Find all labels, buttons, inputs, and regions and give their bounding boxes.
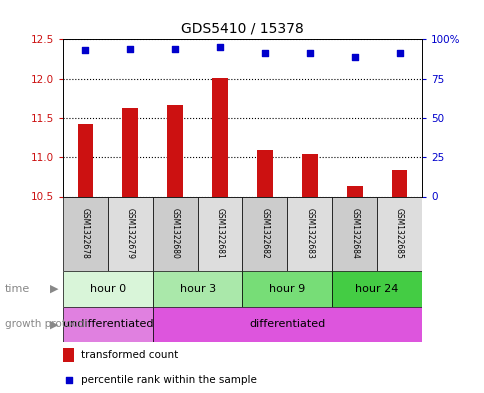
Text: hour 3: hour 3 <box>179 284 215 294</box>
Point <box>350 53 358 60</box>
Point <box>126 46 134 52</box>
Point <box>260 50 268 57</box>
Text: differentiated: differentiated <box>249 319 325 329</box>
Bar <box>77 124 93 196</box>
Point <box>305 50 313 57</box>
Bar <box>152 271 242 307</box>
Bar <box>63 271 152 307</box>
Text: GSM1322679: GSM1322679 <box>125 208 135 259</box>
Bar <box>122 108 138 196</box>
Bar <box>302 154 317 196</box>
Text: hour 9: hour 9 <box>269 284 305 294</box>
Text: time: time <box>5 284 30 294</box>
Bar <box>107 196 152 271</box>
Bar <box>391 170 407 196</box>
Bar <box>152 196 197 271</box>
Bar <box>287 196 332 271</box>
Text: percentile rank within the sample: percentile rank within the sample <box>81 375 257 385</box>
Bar <box>332 271 421 307</box>
Point <box>216 44 224 50</box>
Bar <box>376 196 421 271</box>
Text: hour 24: hour 24 <box>355 284 398 294</box>
Text: growth protocol: growth protocol <box>5 319 87 329</box>
Text: GSM1322680: GSM1322680 <box>170 208 180 259</box>
Point <box>65 377 73 384</box>
Text: GSM1322683: GSM1322683 <box>304 208 314 259</box>
Point <box>171 46 179 52</box>
Bar <box>167 105 182 196</box>
Text: undifferentiated: undifferentiated <box>62 319 153 329</box>
Text: ▶: ▶ <box>49 284 58 294</box>
Bar <box>63 307 152 342</box>
Text: GSM1322678: GSM1322678 <box>81 208 90 259</box>
Text: transformed count: transformed count <box>81 350 178 360</box>
Text: GSM1322681: GSM1322681 <box>215 208 224 259</box>
Point <box>81 47 89 53</box>
Bar <box>212 78 227 196</box>
Text: GSM1322682: GSM1322682 <box>260 208 269 259</box>
Text: GSM1322684: GSM1322684 <box>349 208 359 259</box>
Bar <box>63 196 107 271</box>
Text: hour 0: hour 0 <box>90 284 126 294</box>
Bar <box>332 196 376 271</box>
Bar <box>242 196 287 271</box>
Bar <box>152 307 421 342</box>
Bar <box>257 150 272 196</box>
Bar <box>242 271 332 307</box>
Text: GDS5410 / 15378: GDS5410 / 15378 <box>181 22 303 36</box>
Text: GSM1322685: GSM1322685 <box>394 208 403 259</box>
Point <box>395 50 403 57</box>
Bar <box>197 196 242 271</box>
Text: ▶: ▶ <box>49 319 58 329</box>
Bar <box>63 348 74 362</box>
Bar <box>346 186 362 196</box>
